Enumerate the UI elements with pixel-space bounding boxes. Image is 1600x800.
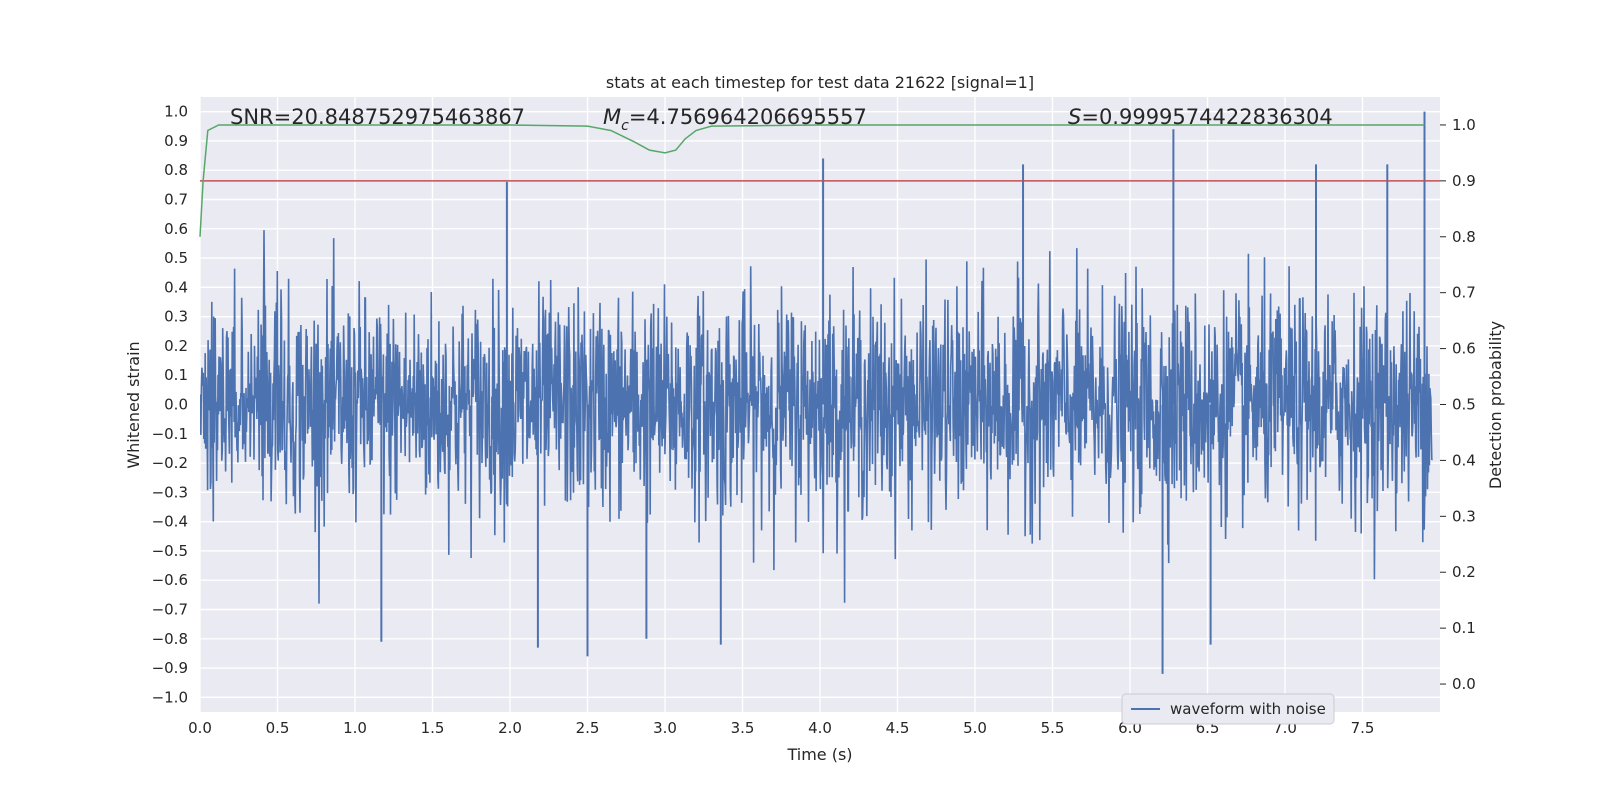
y-right-tick-label: 0.9 bbox=[1452, 172, 1476, 190]
x-tick-label: 0.0 bbox=[188, 719, 212, 737]
score-value: =0.9999574422836304 bbox=[1081, 105, 1332, 129]
x-tick-label: 5.5 bbox=[1041, 719, 1065, 737]
x-tick-label: 5.0 bbox=[963, 719, 987, 737]
chirp-mass-value: =4.756964206695557 bbox=[629, 105, 867, 129]
x-tick-label: 0.5 bbox=[266, 719, 290, 737]
y-left-tick-label: 0.4 bbox=[164, 278, 188, 296]
y-left-tick-label: −0.3 bbox=[152, 483, 188, 501]
y-left-tick-label: −0.4 bbox=[152, 513, 188, 531]
y-left-tick-label: −0.6 bbox=[152, 571, 188, 589]
y-right-tick-label: 0.5 bbox=[1452, 396, 1476, 414]
legend: waveform with noise bbox=[1121, 693, 1335, 725]
y-right-tick-label: 0.6 bbox=[1452, 340, 1476, 358]
y-left-tick-label: 0.7 bbox=[164, 191, 188, 209]
axes: 0.0 0.5 1.0 1.5 2.0 2.5 3.0 3.5 4.0 4.5 5.0 5.5 6.0 6… bbox=[152, 103, 1476, 737]
y-left-tick-label: 1.0 bbox=[164, 103, 188, 121]
x-tick-label: 1.5 bbox=[421, 719, 445, 737]
y-right-tick-label: 0.0 bbox=[1452, 675, 1476, 693]
chirp-mass-annotation: Mc=4.756964206695557 bbox=[603, 105, 867, 134]
y-left-tick-label: 0.6 bbox=[164, 220, 188, 238]
x-tick-label: 3.0 bbox=[653, 719, 677, 737]
y-left-tick-label: 0.1 bbox=[164, 366, 188, 384]
y-left-tick-label: −0.7 bbox=[152, 601, 188, 619]
y-right-tick-label: 1.0 bbox=[1452, 116, 1476, 134]
chart-title: stats at each timestep for test data 216… bbox=[606, 73, 1034, 92]
x-tick-label: 3.5 bbox=[731, 719, 755, 737]
x-tick-label: 4.5 bbox=[886, 719, 910, 737]
y-right-tick-label: 0.2 bbox=[1452, 563, 1476, 581]
y-left-tick-label: −0.2 bbox=[152, 454, 188, 472]
y-right-tick-label: 0.4 bbox=[1452, 451, 1476, 469]
x-tick-label: 4.0 bbox=[808, 719, 832, 737]
y-left-tick-label: −0.8 bbox=[152, 630, 188, 648]
x-tick-label: 1.0 bbox=[343, 719, 367, 737]
y-left-tick-label: −0.1 bbox=[152, 425, 188, 443]
y-right-tick-label: 0.8 bbox=[1452, 228, 1476, 246]
snr-annotation: SNR=20.848752975463867 bbox=[230, 105, 525, 129]
y-left-tick-label: 0.8 bbox=[164, 161, 188, 179]
y-left-tick-label: 0.9 bbox=[164, 132, 188, 150]
detection-probability-line bbox=[199, 124, 1425, 237]
score-annotation: S=0.9999574422836304 bbox=[1068, 105, 1333, 129]
y-left-tick-label: 0.0 bbox=[164, 396, 188, 414]
chirp-mass-symbol: M bbox=[603, 105, 621, 129]
x-tick-label: 2.0 bbox=[498, 719, 522, 737]
y-left-tick-label: −0.5 bbox=[152, 542, 188, 560]
y-left-tick-label: 0.5 bbox=[164, 249, 188, 267]
series-layer bbox=[199, 111, 1440, 674]
legend-box bbox=[1121, 693, 1335, 725]
y-right-tick-label: 0.3 bbox=[1452, 507, 1476, 525]
y-left-tick-label: −0.9 bbox=[152, 659, 188, 677]
waveform-series bbox=[200, 111, 1433, 674]
y-axis-right-label: Detection probability bbox=[1486, 321, 1505, 489]
legend-label-waveform: waveform with noise bbox=[1170, 700, 1326, 718]
y-axis-left-label: Whitened strain bbox=[124, 341, 143, 468]
x-tick-label: 2.5 bbox=[576, 719, 600, 737]
y-right-tick-label: 0.1 bbox=[1452, 619, 1476, 637]
score-symbol: S bbox=[1068, 105, 1081, 129]
y-left-tick-label: 0.2 bbox=[164, 337, 188, 355]
x-tick-label: 7.5 bbox=[1351, 719, 1375, 737]
y-left-tick-label: −1.0 bbox=[152, 688, 188, 706]
waveform-line bbox=[200, 230, 1433, 604]
y-left-tick-label: 0.3 bbox=[164, 308, 188, 326]
chirp-mass-subscript: c bbox=[621, 118, 629, 134]
x-axis-label: Time (s) bbox=[786, 745, 852, 764]
y-right-tick-label: 0.7 bbox=[1452, 284, 1476, 302]
